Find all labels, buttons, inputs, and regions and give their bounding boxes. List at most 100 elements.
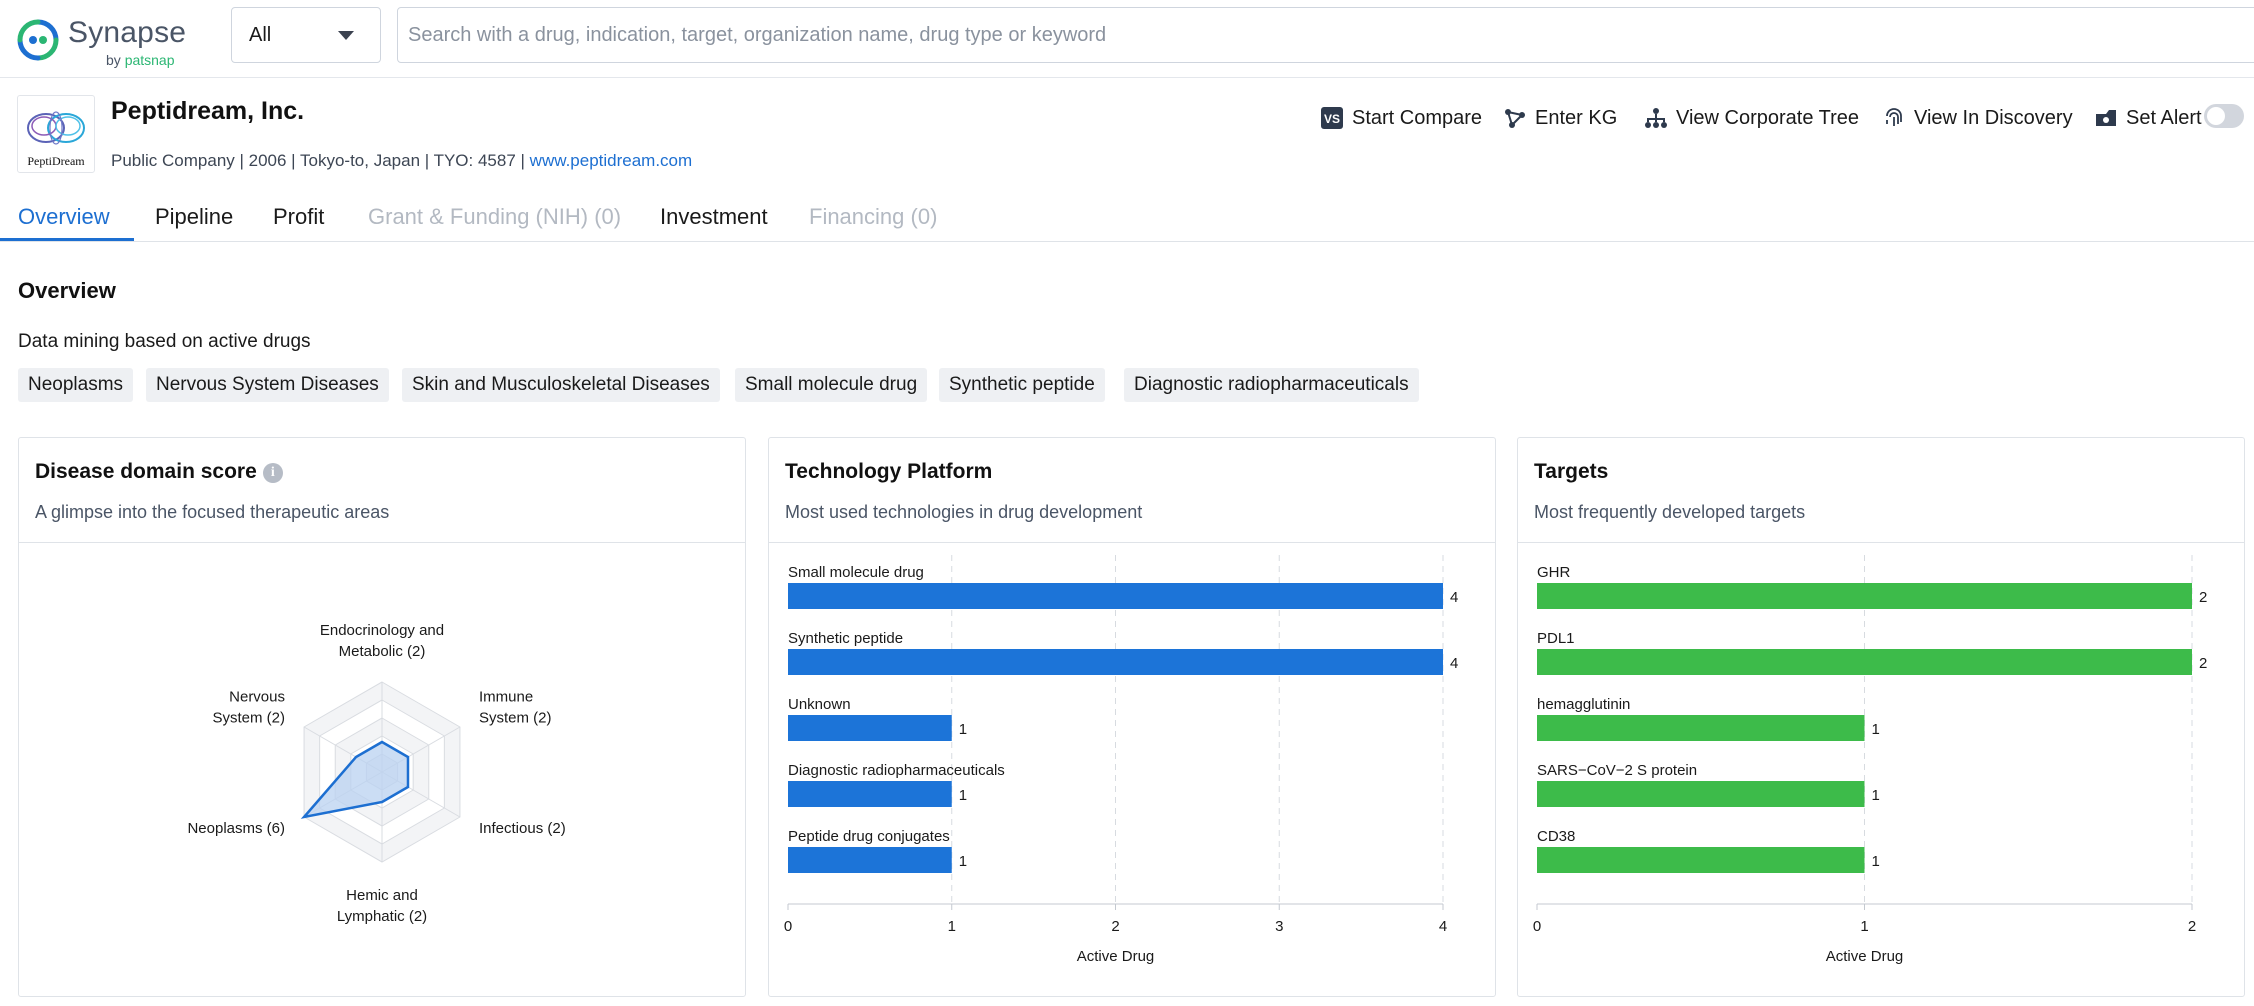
svg-text:VS: VS xyxy=(1324,112,1340,126)
target-value-label: 2 xyxy=(2199,589,2207,606)
target-category-label: hemagglutinin xyxy=(1537,696,1630,713)
company-logo: PeptiDream xyxy=(17,95,95,173)
radar-axis-label-neoplasms-6: Neoplasms (6) xyxy=(187,820,285,837)
target-tick-label: 2 xyxy=(2188,918,2196,935)
search-box xyxy=(397,7,2254,63)
tab-profit[interactable]: Profit xyxy=(273,204,324,230)
target-bar xyxy=(1537,583,2192,609)
active-tab-indicator xyxy=(0,238,134,241)
tech-tick-label: 4 xyxy=(1439,918,1447,935)
company-meta-text: Public Company | 2006 | Tokyo-to, Japan … xyxy=(111,151,530,170)
radar-axis-label-endocrinology-and-metabolic-2: Endocrinology and Metabolic (2) xyxy=(320,622,444,660)
synapse-logo-icon xyxy=(16,18,60,62)
tech-bar xyxy=(788,583,1443,609)
target-value-label: 1 xyxy=(1872,721,1880,738)
target-tick-label: 1 xyxy=(1860,918,1868,935)
knowledge-graph-icon xyxy=(1503,106,1527,130)
radar-axis-label-line: Neoplasms (6) xyxy=(187,820,285,837)
peptidream-logo-icon xyxy=(18,98,94,158)
brand-sub: patsnap xyxy=(125,52,175,68)
set-alert-toggle[interactable] xyxy=(2204,104,2244,128)
view-in-discovery-button[interactable]: View In Discovery xyxy=(1882,104,2073,132)
technology-platform-card: Technology Platform Most used technologi… xyxy=(768,437,1496,997)
org-tree-icon xyxy=(1644,106,1668,130)
target-value-label: 2 xyxy=(2199,655,2207,672)
radar-axis-label-line: Endocrinology and xyxy=(320,622,444,639)
chip-synthetic-peptide[interactable]: Synthetic peptide xyxy=(939,368,1105,402)
tab-bar: Overview Pipeline Profit Grant & Funding… xyxy=(0,196,2254,242)
enter-kg-button[interactable]: Enter KG xyxy=(1503,104,1617,132)
start-compare-button[interactable]: VS Start Compare xyxy=(1320,104,1482,132)
radar-axis-label-infectious-2: Infectious (2) xyxy=(479,820,566,837)
target-bar xyxy=(1537,649,2192,675)
tech-value-label: 1 xyxy=(959,853,967,870)
target-x-axis-label: Active Drug xyxy=(1826,948,1904,965)
brand-by: by xyxy=(106,52,121,68)
tech-x-axis-label: Active Drug xyxy=(1077,948,1155,965)
target-category-label: GHR xyxy=(1537,564,1571,581)
tech-value-label: 4 xyxy=(1450,589,1458,606)
company-website-link[interactable]: www.peptidream.com xyxy=(530,151,693,170)
tech-tick-label: 3 xyxy=(1275,918,1283,935)
disease-domain-card: Disease domain scorei A glimpse into the… xyxy=(18,437,746,997)
tech-category-label: Synthetic peptide xyxy=(788,630,903,647)
radar-axis-label-line: Nervous xyxy=(229,689,285,706)
radar-axis-label-line: System (2) xyxy=(479,710,552,727)
tech-tick-label: 0 xyxy=(784,918,792,935)
company-logo-wordmark: PeptiDream xyxy=(18,154,94,169)
overview-title: Overview xyxy=(18,278,116,304)
tech-category-label: Diagnostic radiopharmaceuticals xyxy=(788,762,1005,779)
tech-value-label: 1 xyxy=(959,721,967,738)
tech-tick-label: 2 xyxy=(1111,918,1119,935)
radar-axis-label-line: Metabolic (2) xyxy=(339,643,426,660)
target-category-label: SARS−CoV−2 S protein xyxy=(1537,762,1697,779)
company-meta: Public Company | 2006 | Tokyo-to, Japan … xyxy=(111,151,692,171)
top-bar: Synapse by patsnap All xyxy=(0,0,2254,78)
tech-category-label: Peptide drug conjugates xyxy=(788,828,950,845)
target-category-label: CD38 xyxy=(1537,828,1575,845)
compare-icon: VS xyxy=(1320,106,1344,130)
radar-axis-label-line: System (2) xyxy=(212,710,285,727)
tech-tick-label: 1 xyxy=(948,918,956,935)
tab-grant-funding[interactable]: Grant & Funding (NIH) (0) xyxy=(368,204,621,230)
target-value-label: 1 xyxy=(1872,787,1880,804)
search-scope-value: All xyxy=(249,24,271,47)
target-bar xyxy=(1537,781,1865,807)
chip-diagnostic-radio[interactable]: Diagnostic radiopharmaceuticals xyxy=(1124,368,1419,402)
chip-skin-musculoskeletal[interactable]: Skin and Musculoskeletal Diseases xyxy=(402,368,720,402)
search-input[interactable] xyxy=(408,18,2248,52)
chip-neoplasms[interactable]: Neoplasms xyxy=(18,368,133,402)
tab-overview[interactable]: Overview xyxy=(18,204,110,230)
radar-axis-label-line: Infectious (2) xyxy=(479,820,566,837)
tech-bar xyxy=(788,781,952,807)
tech-value-label: 4 xyxy=(1450,655,1458,672)
radar-axis-label-hemic-and-lymphatic-2: Hemic and Lymphatic (2) xyxy=(337,887,427,925)
target-bar xyxy=(1537,715,1865,741)
synapse-logo[interactable]: Synapse by patsnap xyxy=(16,14,216,62)
start-compare-label: Start Compare xyxy=(1352,107,1482,130)
tab-investment[interactable]: Investment xyxy=(660,204,768,230)
tech-bar xyxy=(788,649,1443,675)
radar-axis-label-line: Hemic and xyxy=(346,887,418,904)
tech-bar xyxy=(788,715,952,741)
chip-nervous-system[interactable]: Nervous System Diseases xyxy=(146,368,389,402)
brand-byline: by patsnap xyxy=(106,52,175,68)
target-bar xyxy=(1537,847,1865,873)
radar-axis-label-nervous-system-2: Nervous System (2) xyxy=(212,689,285,727)
tech-category-label: Small molecule drug xyxy=(788,564,924,581)
tab-financing[interactable]: Financing (0) xyxy=(809,204,937,230)
brand-name: Synapse xyxy=(68,16,186,50)
targets-bar-chart: 012Active DrugGHR2PDL12hemagglutinin1SAR… xyxy=(1518,438,2246,998)
target-value-label: 1 xyxy=(1872,853,1880,870)
disease-radar-chart: Endocrinology and Metabolic (2) ImmuneSyst… xyxy=(19,438,747,998)
chip-small-molecule[interactable]: Small molecule drug xyxy=(735,368,927,402)
search-scope-select[interactable]: All xyxy=(231,7,381,63)
set-alert-button[interactable]: Set Alert xyxy=(2094,104,2202,132)
view-in-discovery-label: View In Discovery xyxy=(1914,107,2073,130)
view-corporate-tree-button[interactable]: View Corporate Tree xyxy=(1644,104,1859,132)
targets-card: Targets Most frequently developed target… xyxy=(1517,437,2245,997)
target-category-label: PDL1 xyxy=(1537,630,1575,647)
tab-pipeline[interactable]: Pipeline xyxy=(155,204,233,230)
radar-axis-label-immune-system-2: ImmuneSystem (2) xyxy=(479,689,552,727)
radar-axis-label-line: Lymphatic (2) xyxy=(337,908,427,925)
